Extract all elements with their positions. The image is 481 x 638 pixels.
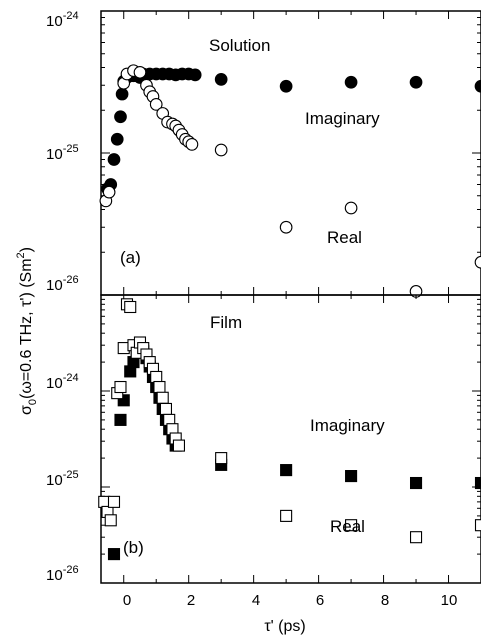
panel-b: 10-24 10-25 10-26 Film Imaginary Real (b… — [46, 294, 481, 584]
panel-a-imaginary-label: Imaginary — [305, 109, 380, 128]
panel-b-frame — [100, 294, 481, 584]
imaginary-point — [117, 394, 130, 407]
x-tick-label: 6 — [316, 592, 324, 609]
real-point — [107, 495, 121, 508]
real-point — [159, 402, 173, 416]
real-point — [156, 391, 169, 404]
real-point — [149, 98, 163, 111]
imaginary-point — [115, 87, 129, 101]
imaginary-point — [474, 79, 481, 93]
panel-a-real-label: Real — [327, 228, 362, 247]
imaginary-point — [409, 75, 423, 89]
panel-b-real-label: Real — [330, 517, 365, 536]
panel-b-ytick-top: 10-24 — [46, 372, 79, 392]
panel-a: 10-24 10-25 10-26 Solution Imaginary Rea… — [46, 10, 481, 298]
real-point — [474, 255, 481, 269]
imaginary-point — [214, 73, 228, 86]
panel-a-title: Solution — [209, 36, 270, 55]
panel-b-panel-label: (b) — [123, 538, 144, 557]
x-tick-labels: 0 2 4 6 8 10 — [123, 592, 458, 609]
real-point — [474, 519, 481, 532]
panel-a-ytick-top: 10-24 — [46, 10, 79, 30]
panel-a-ytick-bottom: 10-26 — [46, 274, 79, 294]
imaginary-point — [279, 79, 293, 93]
imaginary-point — [474, 476, 481, 490]
real-point — [185, 138, 199, 151]
imaginary-point — [114, 110, 127, 124]
real-point — [280, 509, 293, 522]
panel-a-panel-label: (a) — [120, 248, 141, 267]
panel-b-ytick-mid: 10-25 — [46, 469, 79, 489]
real-point — [153, 380, 166, 394]
x-tick-label: 2 — [187, 592, 195, 609]
panel-b-title: Film — [210, 313, 242, 332]
real-point — [345, 519, 358, 532]
imaginary-point — [280, 464, 293, 477]
real-point — [150, 370, 163, 384]
panel-b-ytick-bottom: 10-26 — [46, 564, 79, 584]
real-point — [124, 300, 137, 314]
real-point — [409, 531, 423, 544]
x-tick-label: 4 — [252, 592, 260, 609]
real-point — [104, 514, 117, 527]
panel-b-ticks — [101, 294, 481, 584]
real-point — [114, 380, 127, 394]
real-point — [344, 201, 358, 215]
imaginary-point — [114, 413, 127, 426]
real-point — [133, 65, 147, 79]
x-tick-label: 0 — [123, 592, 131, 609]
x-axis-title: τ' (ps) — [264, 618, 305, 635]
real-point — [172, 439, 185, 452]
panel-a-ticks — [101, 10, 481, 296]
real-point — [215, 452, 228, 465]
panel-a-ytick-mid: 10-25 — [46, 143, 79, 163]
imaginary-point — [344, 75, 358, 89]
real-point — [102, 185, 116, 199]
panel-b-markers — [98, 298, 481, 561]
y-axis-title: σ0(ω=0.6 THz, τ') (Sm2) — [15, 247, 39, 415]
imaginary-point — [345, 470, 358, 483]
panel-b-imaginary-label: Imaginary — [310, 416, 385, 435]
real-point — [279, 220, 293, 234]
panel-a-markers — [99, 64, 481, 298]
real-point — [214, 143, 228, 157]
imaginary-point — [107, 548, 121, 561]
panel-a-frame — [100, 10, 481, 296]
imaginary-point — [188, 68, 202, 82]
imaginary-point — [107, 153, 121, 166]
imaginary-point — [110, 132, 124, 146]
x-tick-label: 10 — [441, 592, 458, 609]
imaginary-point — [409, 476, 423, 490]
x-tick-label: 8 — [381, 592, 389, 609]
